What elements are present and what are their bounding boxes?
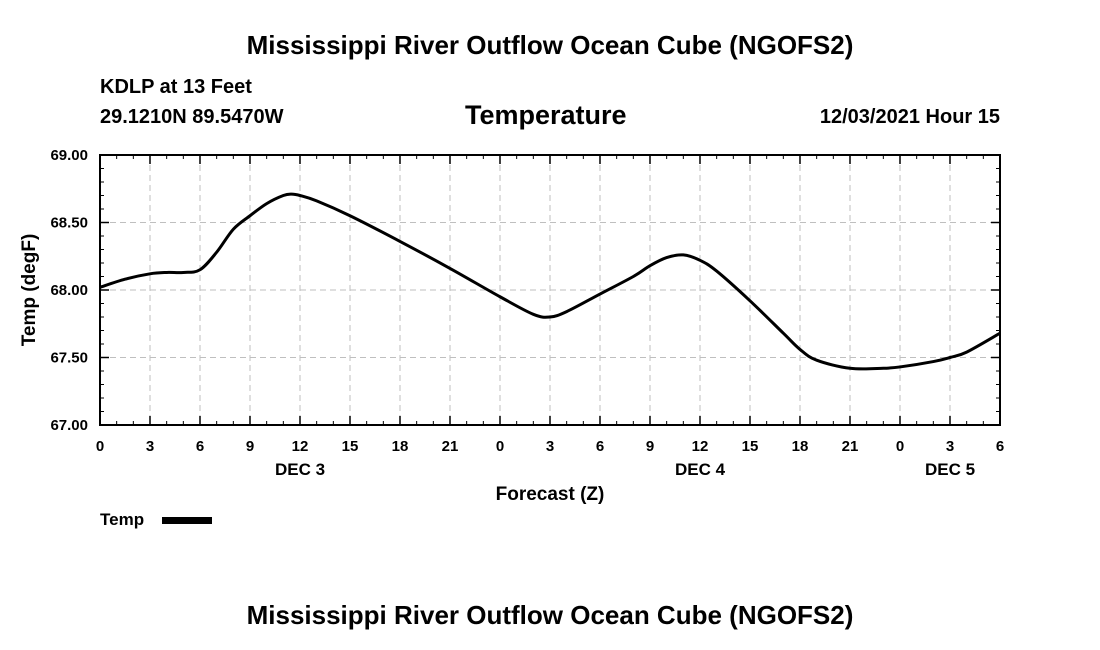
station-label: KDLP at 13 Feet xyxy=(100,76,252,98)
series-layer xyxy=(99,192,1001,371)
x-tick-label: 6 xyxy=(196,438,204,455)
chart-title-top: Mississippi River Outflow Ocean Cube (NG… xyxy=(246,30,854,60)
x-tick-label: 18 xyxy=(792,438,809,455)
x-tick-label: 9 xyxy=(646,438,654,455)
legend-label: Temp xyxy=(100,510,145,529)
axis-labels: 0 3 6 9 12 15 18 21 0 3 6 9 12 15 18 21 0 3 6 67.00 67.50 68.… xyxy=(50,147,1004,479)
y-axis-title: Temp (degF) xyxy=(19,234,40,347)
x-tick-label: 0 xyxy=(496,438,504,455)
day-label: DEC 4 xyxy=(675,460,726,479)
x-tick-label: 21 xyxy=(842,438,859,455)
y-tick-label: 68.50 xyxy=(50,215,88,232)
x-tick-label: 6 xyxy=(996,438,1004,455)
panel-title: Temperature xyxy=(465,100,627,130)
x-tick-label: 18 xyxy=(392,438,409,455)
x-tick-label: 9 xyxy=(246,438,254,455)
x-tick-label: 15 xyxy=(342,438,359,455)
x-tick-label: 12 xyxy=(692,438,709,455)
y-tick-label: 68.00 xyxy=(50,282,88,299)
legend-line-swatch xyxy=(162,517,212,524)
plot-frame xyxy=(99,154,1001,426)
x-tick-label: 6 xyxy=(596,438,604,455)
grid-lines xyxy=(100,155,1000,425)
x-tick-label: 21 xyxy=(442,438,459,455)
x-tick-label: 3 xyxy=(946,438,954,455)
day-label: DEC 5 xyxy=(925,460,975,479)
x-tick-label: 12 xyxy=(292,438,309,455)
y-tick-label: 67.00 xyxy=(50,417,88,434)
x-tick-label: 0 xyxy=(96,438,104,455)
x-tick-label: 3 xyxy=(546,438,554,455)
x-tick-label: 0 xyxy=(896,438,904,455)
x-tick-label: 15 xyxy=(742,438,759,455)
y-tick-label: 67.50 xyxy=(50,350,88,367)
run-time-label: 12/03/2021 Hour 15 xyxy=(819,106,1000,128)
x-tick-label: 3 xyxy=(146,438,154,455)
temp-series-line xyxy=(99,192,1001,371)
day-label: DEC 3 xyxy=(275,460,325,479)
y-tick-label: 69.00 xyxy=(50,147,88,164)
station-coordinates: 29.1210N 89.5470W xyxy=(100,106,284,128)
x-axis-title: Forecast (Z) xyxy=(496,484,605,505)
chart-title-bottom: Mississippi River Outflow Ocean Cube (NG… xyxy=(246,600,854,630)
